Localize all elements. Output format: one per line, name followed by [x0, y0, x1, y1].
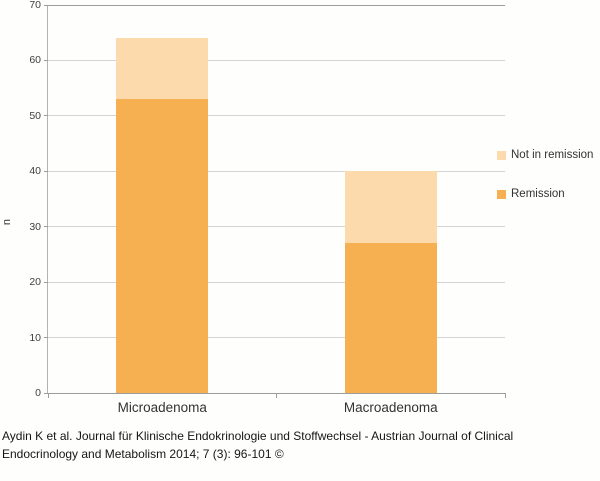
y-tick-label: 0 [35, 387, 41, 399]
y-gridline [48, 337, 505, 339]
citation-caption: Aydin K et al. Journal für Klinische End… [2, 427, 598, 463]
y-gridline [48, 115, 505, 117]
y-axis-tick [44, 115, 48, 117]
bar-segment-remission [344, 243, 437, 393]
bar-segment-not-in-remission [344, 171, 437, 244]
y-gridline [48, 59, 505, 61]
y-tick-label: 60 [29, 54, 41, 67]
y-axis-tick [44, 59, 48, 61]
x-axis-tick [504, 394, 506, 398]
y-gridline [48, 281, 505, 283]
y-axis-tick [44, 4, 48, 6]
bar-segment-not-in-remission [116, 38, 209, 100]
y-gridline [48, 4, 505, 6]
y-tick-label: 20 [29, 276, 41, 289]
legend-swatch-remission [497, 190, 506, 199]
y-gridline [48, 226, 505, 228]
category-label: Microadenoma [117, 400, 207, 415]
y-tick-label: 40 [29, 165, 41, 178]
bar-segment-remission [116, 99, 209, 393]
y-gridline [48, 170, 505, 172]
legend-label: Not in remission [511, 149, 594, 161]
citation-line-2: Endocrinology and Metabolism 2014; 7 (3)… [2, 447, 284, 461]
y-axis-tick [44, 170, 48, 172]
y-tick-label: 50 [29, 109, 41, 122]
legend-swatch-not-in-remission [497, 151, 506, 160]
y-axis-tick [44, 337, 48, 339]
category-label: Macroadenoma [343, 400, 438, 415]
y-tick-label: 30 [29, 220, 41, 233]
citation-line-1: Aydin K et al. Journal für Klinische End… [2, 429, 514, 443]
x-axis-line [47, 393, 506, 394]
y-axis-tick [44, 392, 48, 394]
legend-label: Remission [511, 188, 565, 200]
stacked-bar-chart: n 0 10 20 30 40 50 60 70 Microadenoma Macroadenom… [1, 0, 594, 415]
x-axis-tick [276, 394, 277, 398]
x-axis-tick [47, 394, 49, 398]
y-axis-tick [44, 281, 48, 283]
y-axis-tick [44, 226, 48, 228]
y-axis-line [47, 5, 48, 394]
y-tick-label: 70 [29, 0, 41, 11]
y-tick-label: 10 [29, 331, 41, 344]
